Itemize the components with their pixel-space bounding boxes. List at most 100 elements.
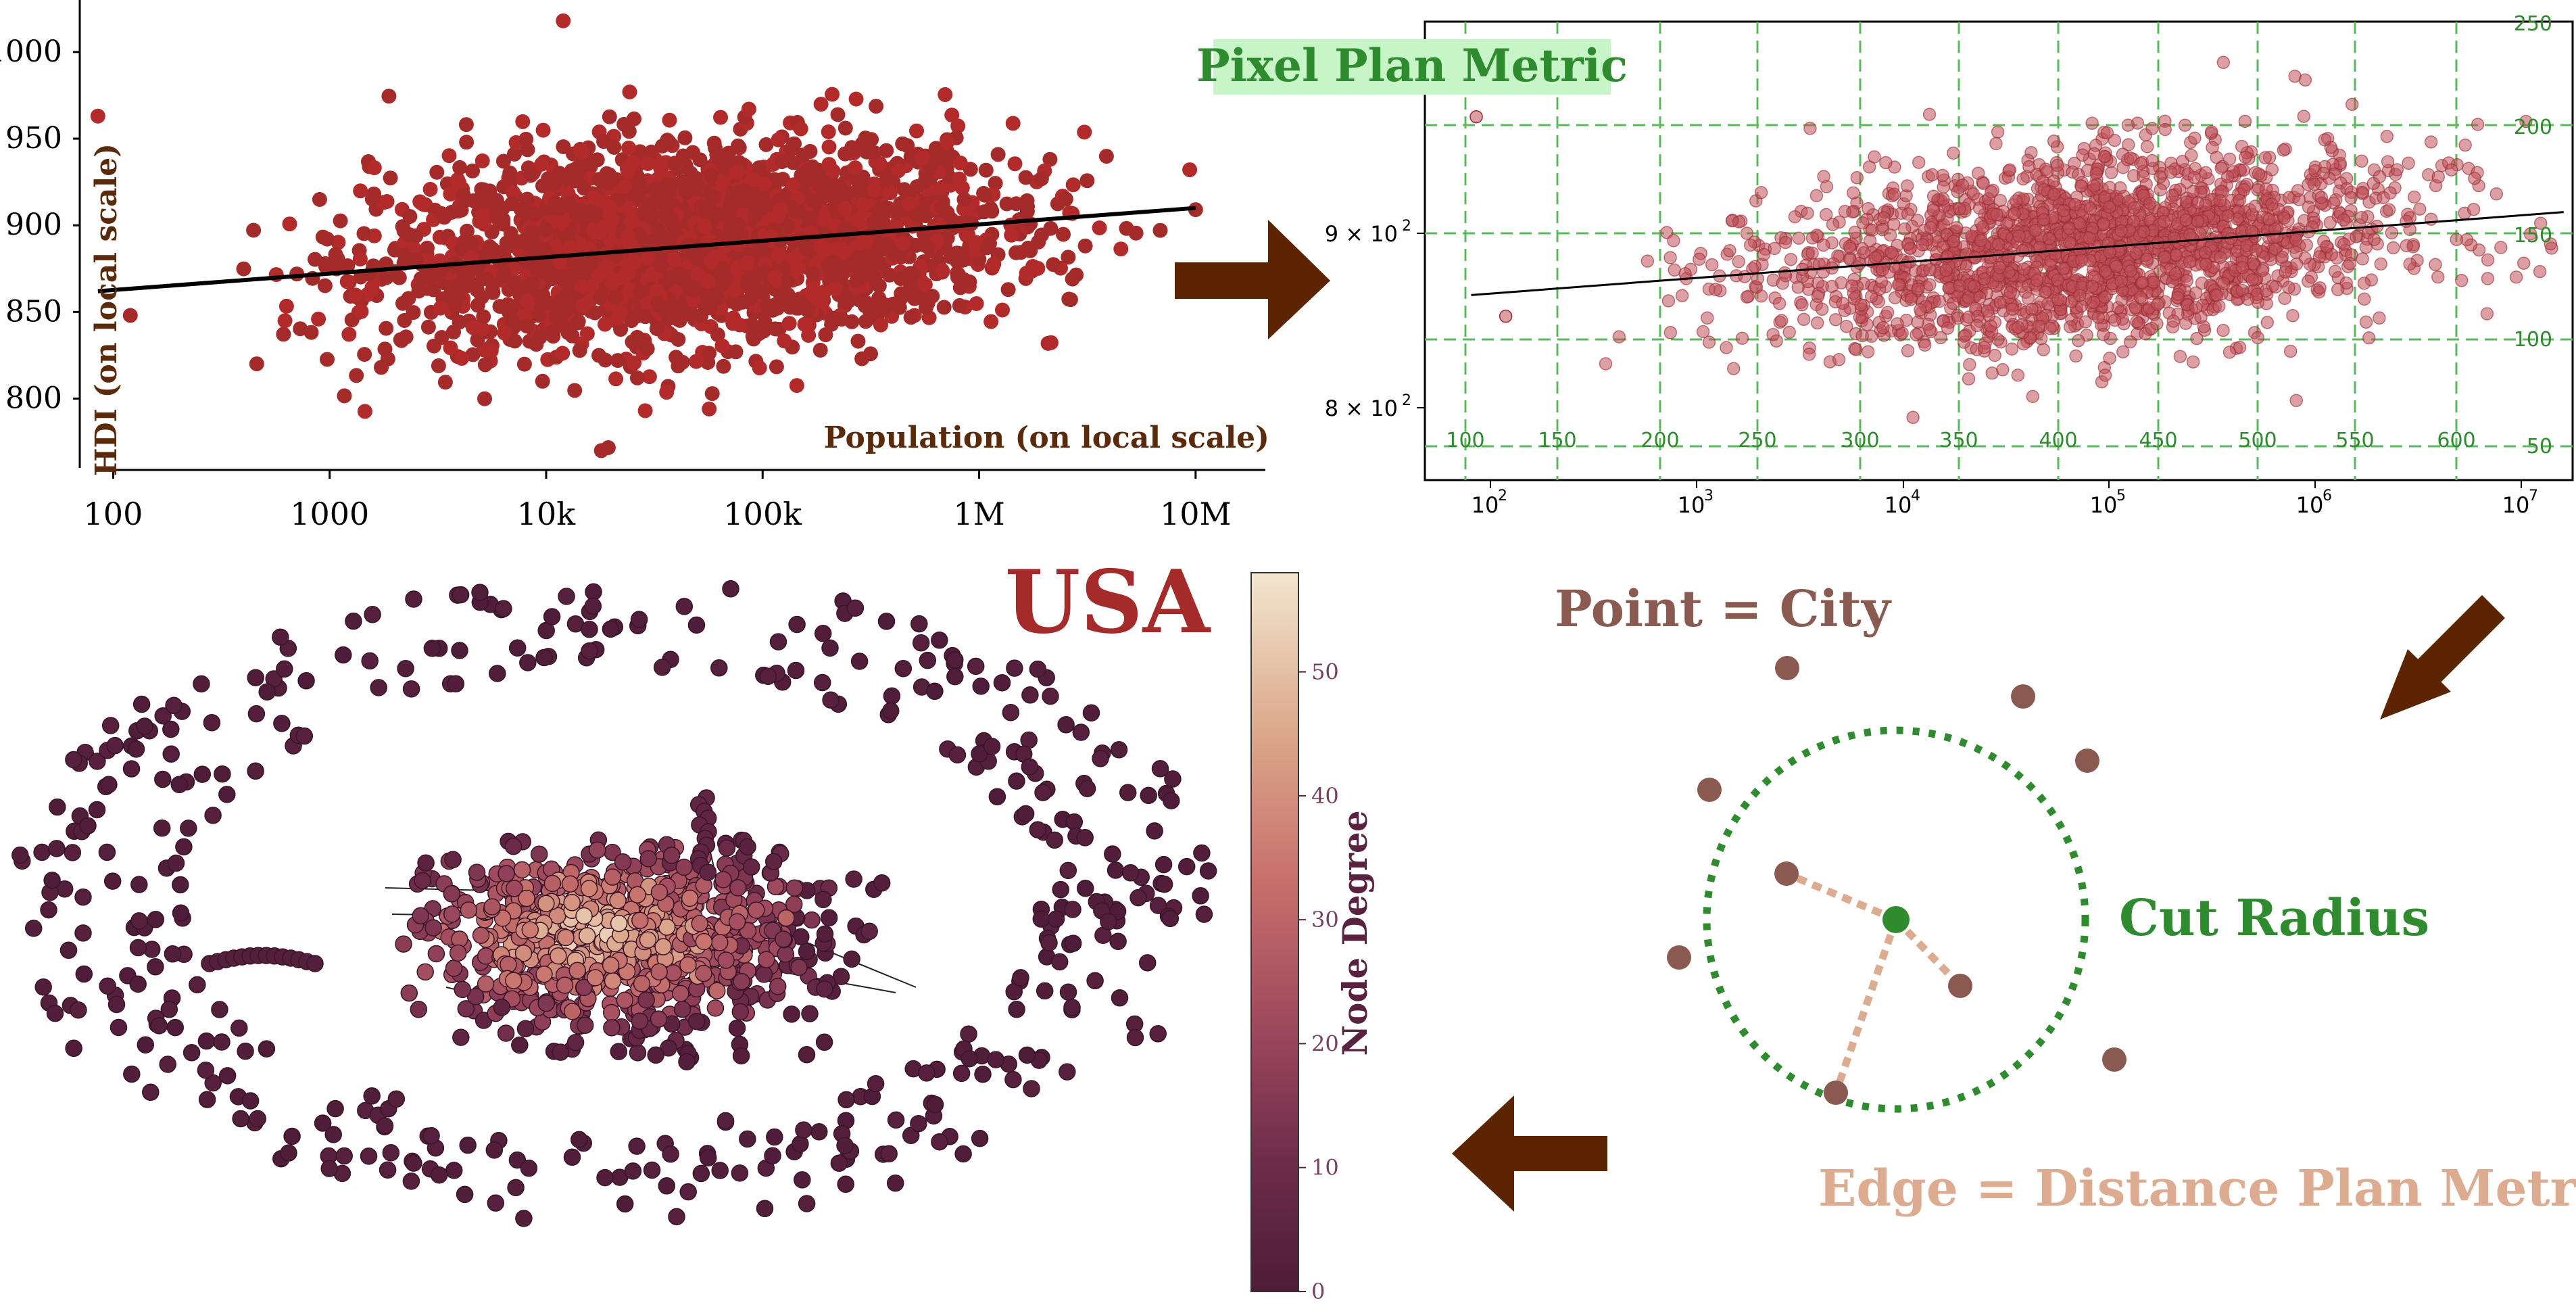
p2-point: [2063, 320, 2077, 334]
p1-point: [459, 135, 475, 150]
p2-point: [2186, 355, 2200, 369]
p1-point: [950, 118, 966, 134]
arrow-left-icon: [1452, 1095, 1607, 1212]
p2-pixel-x-label: 400: [2039, 429, 2077, 452]
p1-point: [366, 160, 382, 176]
p2-point: [1926, 203, 1940, 217]
p1-y-tick-label: 850: [5, 294, 62, 329]
p1-point: [690, 266, 706, 281]
p1-point: [1030, 260, 1046, 276]
p1-point: [535, 122, 551, 138]
p1-point: [276, 327, 291, 342]
p2-point: [1947, 235, 1960, 248]
p2-point: [2373, 170, 2387, 184]
p1-point: [339, 274, 355, 289]
p2-point: [2185, 149, 2198, 162]
p1-point: [518, 131, 534, 147]
p2-point: [2103, 200, 2116, 214]
p1-point: [506, 185, 521, 200]
p2-point: [2135, 275, 2149, 289]
p1-point: [756, 176, 771, 191]
p1-point: [662, 135, 677, 150]
p2-point: [1912, 156, 1926, 169]
p2-point: [2468, 172, 2481, 185]
network-node: [382, 1144, 400, 1162]
p2-point: [2158, 250, 2172, 264]
p2-point: [1863, 234, 1877, 247]
p1-point: [671, 332, 686, 347]
p1-point: [520, 293, 535, 309]
p2-point: [2350, 230, 2363, 243]
p1-point: [602, 109, 617, 124]
p2-point: [1850, 171, 1864, 185]
p1-point: [312, 192, 327, 207]
p1-point: [1077, 238, 1093, 254]
p1-point: [648, 181, 663, 196]
network-node: [487, 1194, 505, 1212]
p2-point: [1991, 125, 2005, 139]
p1-y-ticks: 8008509009501000: [0, 34, 80, 415]
network-nodes: [11, 580, 1217, 1227]
p2-point: [1843, 239, 1857, 254]
network-node: [1059, 1063, 1076, 1081]
p1-point: [401, 291, 416, 306]
p1-point: [533, 298, 548, 313]
p2-point: [1976, 220, 1990, 234]
p1-point: [1113, 241, 1129, 257]
p2-point: [2216, 55, 2231, 70]
p2-point: [2454, 274, 2469, 287]
p1-y-tick-label: 800: [5, 381, 62, 415]
p1-point: [377, 341, 393, 357]
p1-point: [543, 269, 559, 285]
p1-point: [988, 176, 1003, 191]
p2-point: [1875, 263, 1889, 277]
p1-x-tick-label: 1M: [953, 496, 1004, 532]
p1-point: [799, 318, 815, 333]
p2-pixel-x-label: 550: [2335, 429, 2374, 452]
p1-point: [944, 108, 960, 123]
p2-point: [1732, 215, 1746, 229]
network-node: [988, 788, 1006, 805]
p2-point: [2431, 170, 2446, 184]
p2-point: [1810, 316, 1824, 330]
p1-point: [679, 182, 694, 197]
p1-point: [602, 200, 618, 216]
p2-point: [1820, 180, 1834, 193]
p1-point: [629, 370, 645, 385]
p2-point: [2057, 204, 2070, 218]
p2-point: [1803, 122, 1817, 135]
p1-point: [938, 87, 953, 102]
p1-point: [666, 252, 682, 267]
network-node: [164, 945, 182, 963]
p2-point: [2146, 275, 2160, 289]
p1-point: [354, 304, 369, 319]
p1-point: [556, 13, 571, 28]
p1-point: [422, 268, 437, 284]
p2-point: [1974, 233, 1988, 247]
p1-point: [629, 329, 645, 345]
p2-point: [1784, 252, 1798, 266]
network-node: [1086, 972, 1104, 990]
p2-point: [2087, 179, 2101, 193]
network-node: [1104, 845, 1121, 863]
p1-point: [858, 249, 873, 264]
p2-point: [2245, 273, 2259, 287]
p1-point: [337, 388, 352, 404]
p1-point: [511, 279, 527, 295]
p2-point: [1809, 189, 1824, 203]
p2-point: [2431, 270, 2445, 284]
p2-pixel-x-label: 450: [2139, 429, 2177, 452]
p2-point: [1754, 185, 1768, 199]
p1-point: [525, 224, 540, 239]
network-node: [33, 843, 51, 861]
network-node: [65, 1039, 82, 1058]
p1-point: [556, 139, 571, 154]
p1-point: [650, 221, 665, 237]
network-node: [1064, 901, 1082, 918]
p1-point: [592, 290, 608, 306]
p2-point: [2260, 316, 2275, 329]
p2-point: [1958, 329, 1971, 343]
p1-point: [725, 315, 741, 330]
p2-point: [2189, 301, 2203, 314]
p2-point: [2089, 166, 2103, 181]
